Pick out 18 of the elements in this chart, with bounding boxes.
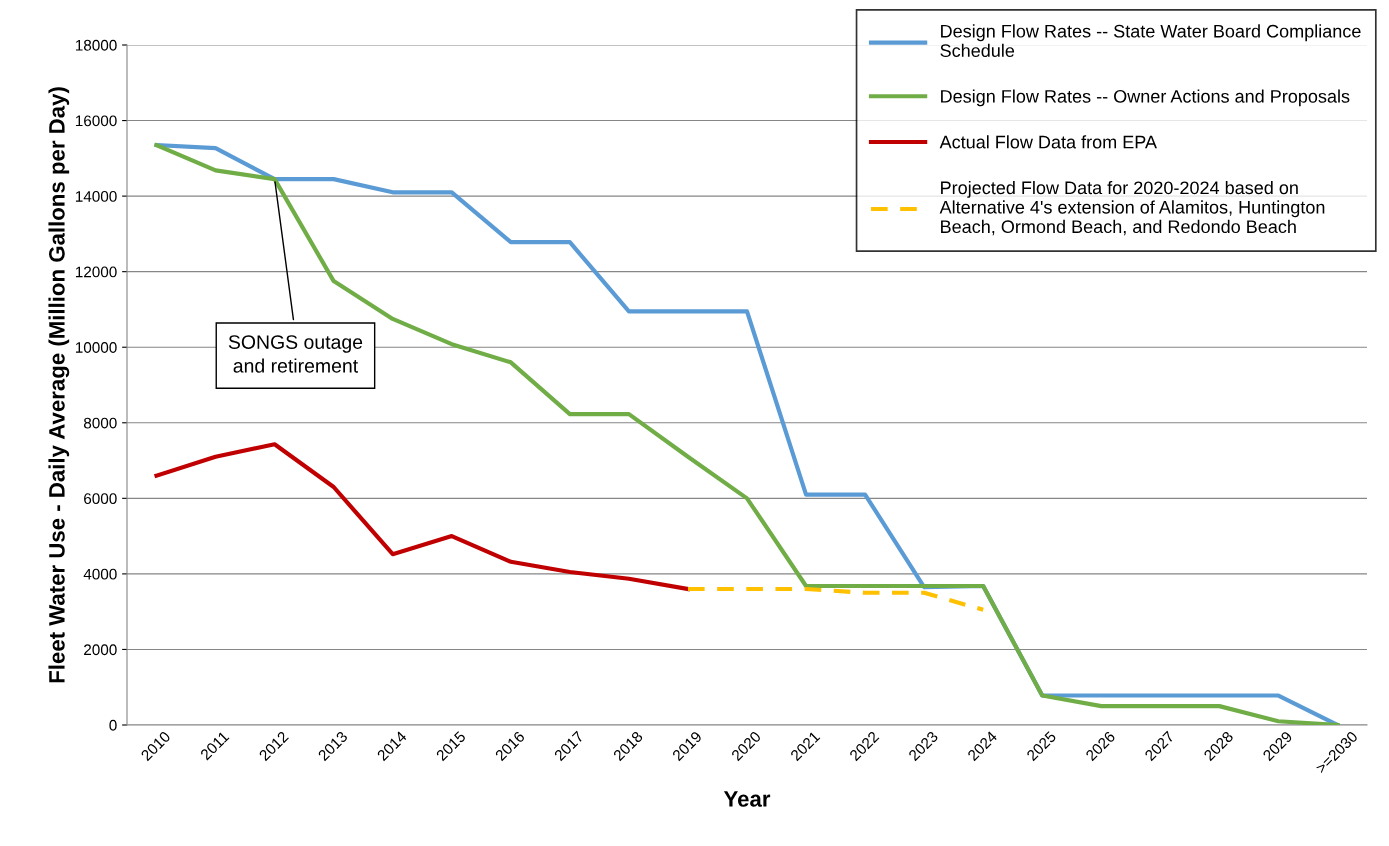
y-tick-label: 2000	[84, 644, 117, 656]
legend-label: Design Flow Rates -- State Water Board Compliance Schedule	[940, 24, 1361, 58]
y-tick-label: 18000	[75, 39, 117, 51]
y-tick-label: 10000	[75, 342, 117, 353]
y-tick-label: 14000	[75, 190, 117, 202]
legend-label: Projected Flow Data for 2020-2024 based on Alternative 4's extension of Alamitos, Huntington Beach, Ormond Beach, and Redondo Beach	[939, 180, 1325, 236]
y-tick-label: 0	[109, 719, 117, 731]
x-axis-title: Year	[723, 791, 771, 807]
legend-label: Design Flow Rates -- Owner Actions and Proposals	[941, 89, 1350, 107]
line-series	[154, 442, 691, 592]
y-tick-label: 4000	[83, 568, 117, 580]
y-axis-title: Fleet Water Use - Daily Average (Million Gallons per Day)	[48, 87, 70, 683]
annotation: SONGS outage and retirement	[228, 335, 363, 373]
legend-label: Actual Flow Data from EPA	[939, 135, 1157, 149]
y-tick-label: 6000	[84, 493, 117, 505]
y-tick-label: 12000	[75, 266, 117, 278]
y-tick-label: 16000	[75, 115, 117, 127]
y-tick-label: 8000	[83, 417, 117, 429]
